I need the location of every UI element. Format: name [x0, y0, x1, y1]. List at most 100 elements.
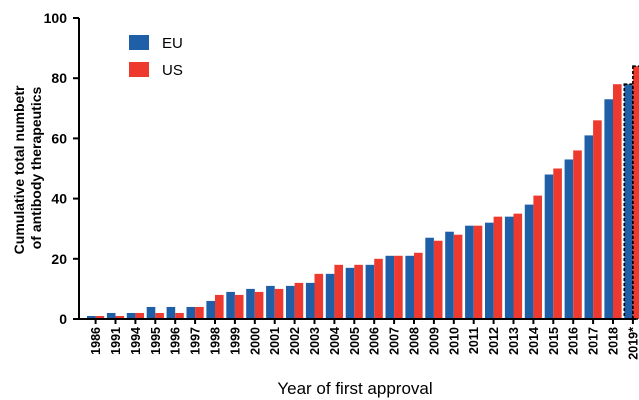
bar-us-2019-est [632, 65, 639, 320]
bar-us-2009 [433, 240, 443, 319]
bar-us-1997 [195, 306, 204, 319]
bar-us-1995 [155, 312, 164, 319]
bar-us-2017 [593, 120, 602, 319]
legend: EU US [129, 35, 183, 79]
bar-us-1998 [215, 294, 224, 319]
x-tick-label: 1997 [189, 327, 203, 355]
bar-eu-1999 [226, 291, 235, 319]
bar-us-2012 [493, 216, 503, 319]
bar-us-1986 [95, 315, 105, 319]
bar-us-2003 [314, 273, 324, 319]
bar-eu-2018 [604, 99, 613, 320]
y-tick-label: 0 [59, 311, 67, 327]
bar-us-2015 [553, 168, 562, 319]
legend-label-us: US [162, 62, 183, 79]
bar-us-1999 [234, 294, 244, 319]
x-tick-label: 1996 [169, 327, 183, 355]
bar-eu-2017 [584, 135, 594, 319]
bar-eu-2008 [405, 255, 414, 319]
x-tick-label: 2007 [388, 327, 402, 355]
bar-eu-1996 [166, 306, 176, 319]
x-tick-label: 2012 [487, 327, 501, 355]
y-tick-label: 80 [51, 70, 67, 86]
x-tick-label: 2004 [328, 327, 342, 355]
legend-label-eu: EU [162, 35, 183, 52]
bar-us-2013 [513, 213, 523, 319]
bar-us-2010 [453, 234, 463, 319]
x-tick-label: 2008 [408, 327, 422, 355]
bar-us-2018 [613, 84, 622, 319]
bar-eu-1994 [126, 312, 136, 319]
x-tick-label: 2002 [288, 327, 302, 355]
bar-eu-2015 [544, 174, 554, 319]
x-ticks-group: 1986 1991 1994 1995 1996 1997 1998 1999 2000 2001… [89, 319, 639, 360]
bar-eu-1991 [106, 312, 116, 319]
bar-us-2005 [354, 264, 363, 319]
y-axis-label: Cumulative total numbetr of antibody the… [11, 82, 44, 255]
y-tick-label: 100 [44, 10, 68, 26]
y-tick-label: 20 [51, 251, 67, 267]
bar-us-2011 [473, 225, 483, 319]
bar-eu-1997 [186, 306, 196, 319]
x-tick-label: 2019* [626, 327, 639, 360]
bar-us-1991 [115, 315, 125, 319]
bar-eu-2009 [425, 237, 434, 319]
bar-us-2004 [334, 264, 343, 319]
x-tick-label: 2016 [567, 327, 581, 355]
x-tick-label: 2001 [268, 327, 282, 355]
x-tick-label: 1999 [228, 327, 242, 355]
bar-eu-2007 [385, 255, 395, 319]
bar-eu-2014 [524, 204, 534, 319]
bar-us-2014 [533, 195, 542, 319]
bar-us-1996 [175, 312, 184, 319]
bar-eu-2006 [365, 264, 375, 319]
x-tick-label: 1986 [89, 327, 103, 355]
y-axis-label-line-1: Cumulative total numbetr [11, 85, 27, 254]
bar-eu-2013 [504, 216, 514, 319]
y-tick-label: 40 [51, 191, 67, 207]
x-axis-label: Year of first approval [277, 379, 432, 398]
bar-us-2008 [414, 252, 423, 319]
bar-us-2006 [374, 258, 383, 319]
bar-us-2016 [573, 150, 582, 319]
x-tick-label: 2011 [467, 327, 481, 354]
bar-eu-2004 [325, 273, 335, 319]
x-tick-label: 2005 [348, 327, 362, 355]
x-tick-label: 1998 [209, 327, 223, 355]
bar-us-2001 [274, 288, 284, 319]
x-tick-label: 2010 [447, 327, 461, 355]
bar-eu-2001 [266, 285, 275, 319]
x-tick-label: 2000 [248, 327, 262, 355]
bar-eu-1998 [206, 300, 215, 319]
bars-group [87, 65, 639, 320]
legend-swatch-us [129, 62, 149, 77]
bar-eu-2012 [485, 222, 494, 319]
x-tick-label: 1995 [149, 327, 163, 355]
bar-us-2007 [394, 255, 403, 319]
bar-eu-2002 [286, 285, 295, 319]
y-ticks-group: 0 20 40 60 80 100 [44, 10, 79, 327]
x-tick-label: 2014 [527, 327, 541, 355]
x-tick-label: 2006 [368, 327, 382, 355]
x-tick-label: 2018 [607, 327, 621, 355]
x-tick-label: 1991 [109, 327, 123, 355]
bar-us-2000 [254, 291, 264, 319]
bar-eu-2016 [564, 159, 574, 319]
bar-eu-1986 [87, 315, 96, 319]
y-tick-label: 60 [51, 130, 67, 146]
legend-swatch-eu [129, 35, 149, 50]
x-tick-label: 2009 [427, 327, 441, 355]
bar-eu-2019-est [623, 83, 634, 320]
x-tick-label: 2017 [587, 327, 601, 355]
bar-eu-2005 [345, 267, 355, 319]
bar-us-1994 [135, 312, 144, 319]
x-tick-label: 2015 [547, 327, 561, 355]
bar-us-2002 [294, 282, 304, 319]
x-tick-label: 1994 [129, 327, 143, 355]
bar-eu-2003 [305, 282, 315, 319]
bar-eu-2000 [246, 288, 255, 319]
y-axis-label-line-2: of antibody therapeutics [28, 87, 44, 250]
x-tick-label: 2003 [308, 327, 322, 355]
bar-eu-2011 [465, 225, 474, 319]
